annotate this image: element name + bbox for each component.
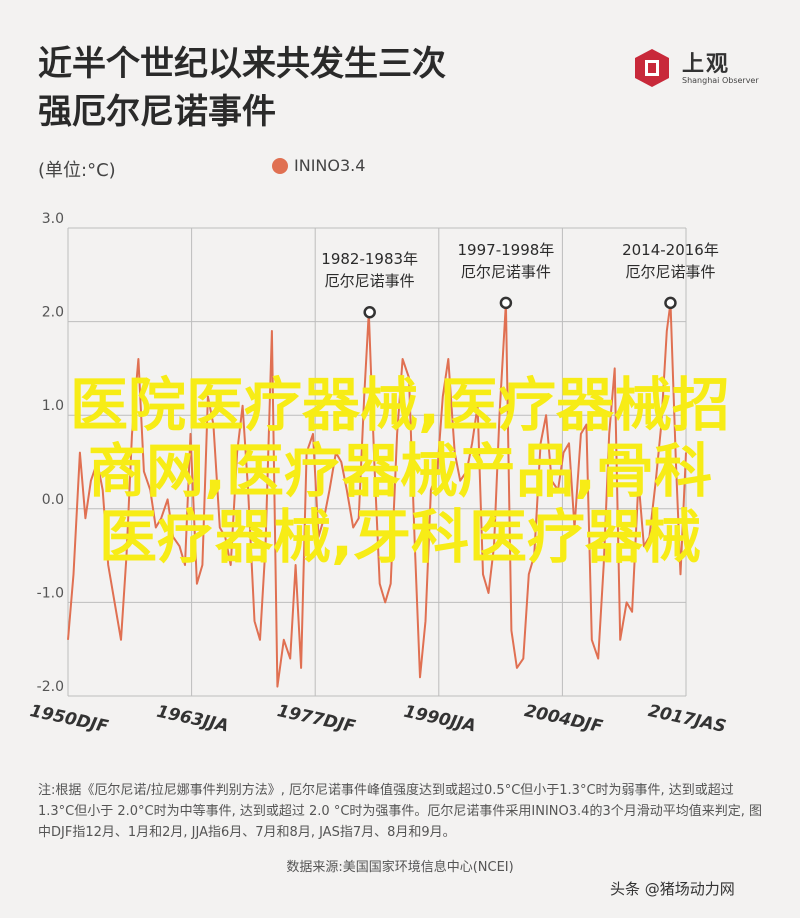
title-line-2: 强厄尔尼诺事件 [38,92,276,132]
x-tick-label-3: 1990JJA [402,702,478,737]
legend-label: ININO3.4 [294,156,366,175]
series-line-inino34 [67,301,687,688]
unit-label: (单位:°C) [38,160,116,181]
watermark: 头条 @猪场动力网 [610,880,735,898]
overlay-line-2: 商网,医疗器械产品,骨科 [87,437,713,505]
y-tick-label-0: 3.0 [42,211,64,227]
chart-legend: ININO3.4 [272,156,365,175]
annotation-label-1: 厄尔尼诺事件 [461,263,551,281]
peak-marker-0 [363,305,376,319]
annotation-label-0: 厄尔尼诺事件 [325,272,415,290]
y-tick-label-1: 2.0 [42,305,64,321]
annotation-year-1: 1997-1998年 [458,241,555,259]
x-tick-label-2: 1977DJF [275,701,357,737]
logo-mark-icon [635,49,669,87]
x-tick-label-4: 2004DJF [523,701,605,737]
y-tick-label-5: -2.0 [37,679,64,695]
peak-marker-1 [499,296,513,310]
annotation-label-2: 厄尔尼诺事件 [625,263,715,281]
peak-marker-2 [664,296,677,310]
x-tick-label-0: 1950DJF [28,701,110,737]
line-chart: 3.0 2.0 1.0 0.0 -1.0 -2.0 1950DJF 1963JJA 1977DJ… [28,211,728,737]
legend-swatch-icon [272,157,288,174]
y-tick-label-4: -1.0 [37,585,64,601]
overlay-ad-text: 医院医疗器械,医疗器械招 商网,医疗器械产品,骨科 医疗器械,牙科医疗器械 [20,372,780,570]
data-source: 数据来源:美国国家环境信息中心(NCEI) [286,860,514,875]
logo-text-cn: 上观 [682,52,731,77]
overlay-line-3: 医疗器械,牙科医疗器械 [98,503,702,571]
chart-title: 近半个世纪以来共发生三次 强厄尔尼诺事件 [38,40,446,136]
y-tick-label-2: 1.0 [42,398,64,414]
chart-note: 注:根据《厄尔尼诺/拉尼娜事件判别方法》, 厄尔尼诺事件峰值强度达到或超过0.5… [38,783,762,840]
x-tick-label-5: 2017JAS [646,701,727,737]
annotation-year-0: 1982-1983年 [321,250,418,268]
shanghai-observer-logo: 上观 Shanghai Observer [632,48,762,96]
logo-text-en: Shanghai Observer [682,76,759,85]
x-tick-label-1: 1963JJA [155,702,231,737]
y-tick-label-3: 0.0 [42,492,64,508]
overlay-line-1: 医院医疗器械,医疗器械招 [69,371,731,439]
annotation-year-2: 2014-2016年 [622,241,719,259]
title-line-1: 近半个世纪以来共发生三次 [38,44,446,84]
